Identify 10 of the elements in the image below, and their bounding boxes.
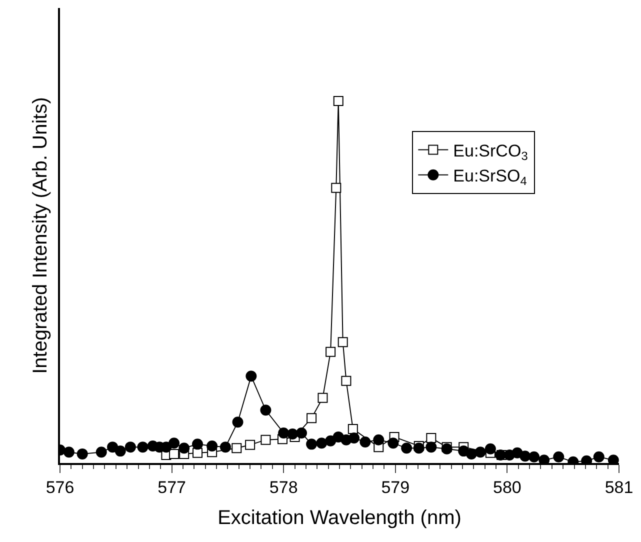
x-tick-label: 580 (493, 478, 522, 498)
legend-label: Eu:SrCO$_{3}$ (453, 141, 528, 163)
x-tick-label: 578 (269, 478, 298, 498)
x-tick-label: 581 (604, 478, 634, 498)
y-axis-title: Integrated Intensity (Arb. Units) (29, 97, 52, 374)
x-tick-label: 576 (46, 478, 74, 498)
x-axis-title: Excitation Wavelength (nm) (218, 507, 462, 530)
x-tick-label: 579 (381, 478, 410, 498)
legend-label: Eu:SrSO$_{4}$ (453, 166, 528, 188)
x-tick-label: 577 (158, 478, 186, 498)
